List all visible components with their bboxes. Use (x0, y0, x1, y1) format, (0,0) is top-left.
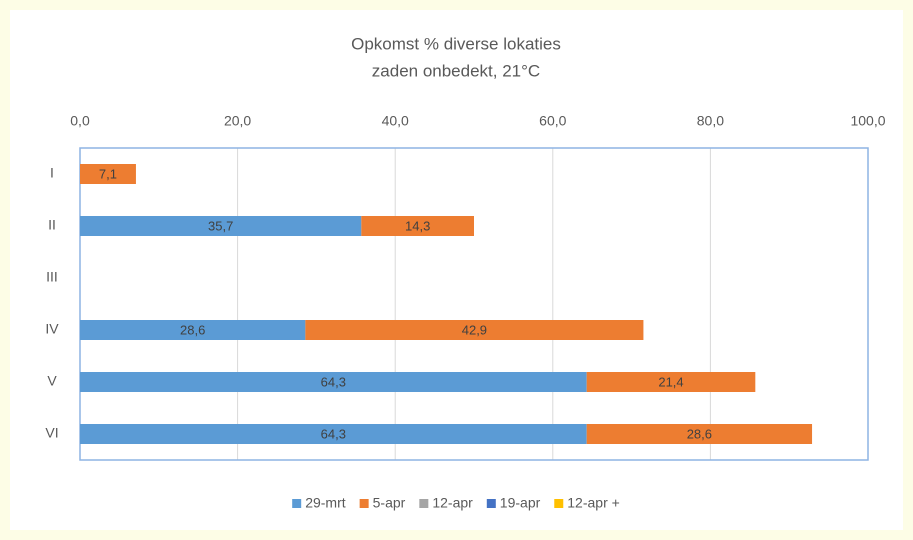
bar-segment (80, 216, 362, 236)
legend-swatch (486, 499, 496, 508)
data-label: 28,6 (180, 322, 205, 337)
bar-segment (586, 372, 756, 392)
legend-label: 12-apr (432, 495, 473, 511)
data-label: 7,1 (99, 166, 117, 181)
bar-segment (80, 320, 306, 340)
legend-label: 19-apr (500, 495, 541, 511)
legend-label: 12-apr + (567, 495, 620, 511)
y-tick-label: IV (45, 321, 59, 337)
x-tick-label: 80,0 (697, 113, 724, 129)
y-tick-label: V (47, 373, 57, 389)
chart-area (10, 10, 903, 530)
data-label: 42,9 (462, 322, 487, 337)
chart-title: Opkomst % diverse lokaties (351, 34, 561, 53)
x-tick-label: 40,0 (382, 113, 409, 129)
x-tick-label: 100,0 (850, 113, 885, 129)
data-label: 14,3 (405, 218, 430, 233)
bar-segment (586, 424, 813, 444)
data-label: 64,3 (321, 374, 346, 389)
chart-subtitle: zaden onbedekt, 21°C (372, 61, 540, 80)
bar-segment (361, 216, 474, 236)
data-label: 35,7 (208, 218, 233, 233)
bar-segment (305, 320, 644, 340)
data-label: 28,6 (687, 426, 712, 441)
y-tick-label: III (46, 269, 58, 285)
bar-segment (80, 164, 136, 184)
x-tick-label: 0,0 (70, 113, 90, 129)
y-tick-label: I (50, 165, 54, 181)
y-tick-label: VI (45, 425, 58, 441)
legend-swatch (554, 499, 564, 508)
x-tick-label: 60,0 (539, 113, 566, 129)
y-tick-label: II (48, 217, 56, 233)
data-label: 64,3 (321, 426, 346, 441)
legend-label: 29-mrt (305, 495, 346, 511)
legend-swatch (419, 499, 429, 508)
plot-border (79, 147, 869, 461)
x-tick-label: 20,0 (224, 113, 251, 129)
legend-swatch (292, 499, 302, 508)
bar-segment (80, 372, 587, 392)
data-label: 21,4 (658, 374, 683, 389)
bar-segment (80, 424, 587, 444)
legend-swatch (359, 499, 369, 508)
legend-label: 5-apr (373, 495, 406, 511)
